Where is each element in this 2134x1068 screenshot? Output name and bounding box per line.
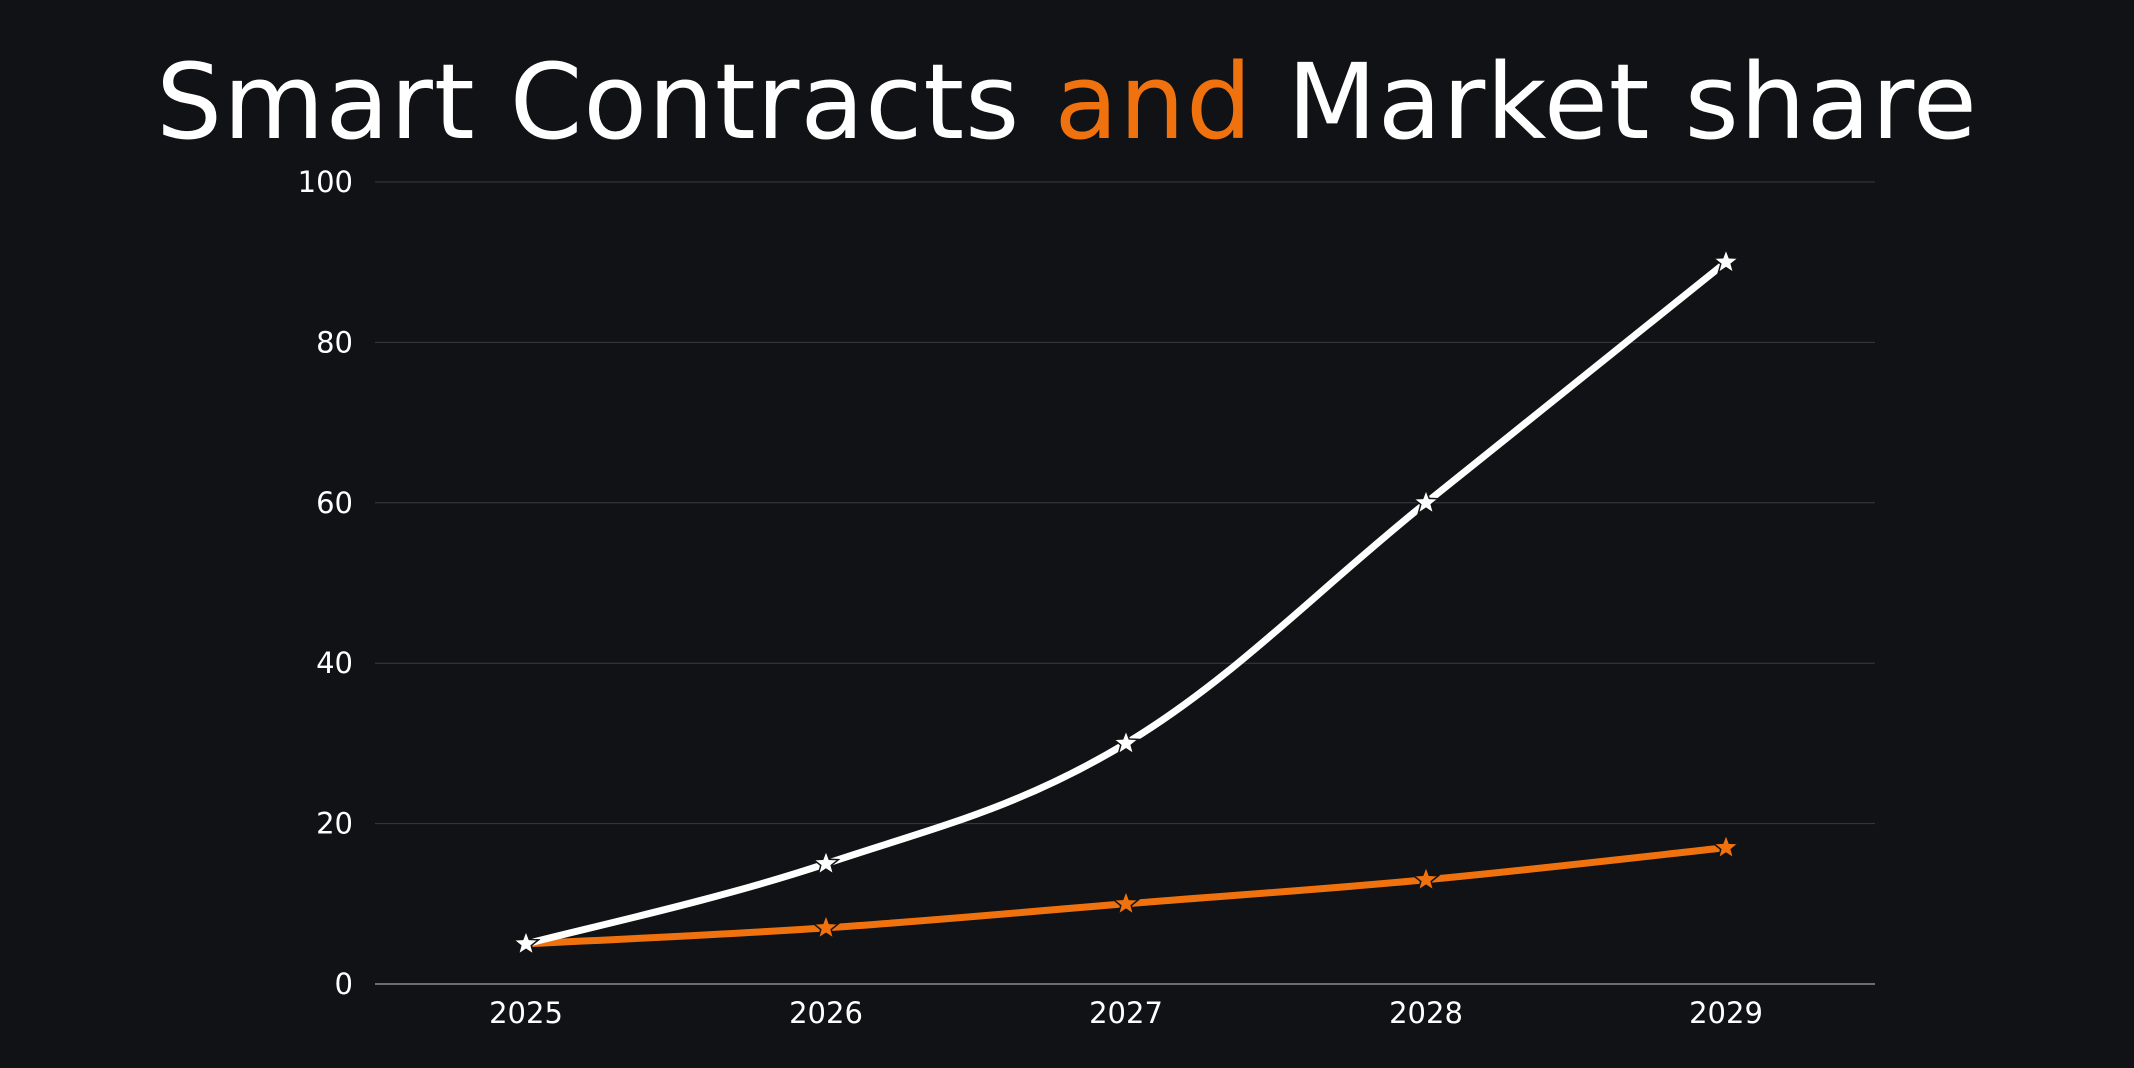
star-marker-0 [811, 848, 841, 876]
star-marker-1 [811, 912, 841, 941]
series-line-0 [522, 258, 1730, 948]
chart-title-part1: Smart Contracts [156, 41, 1055, 163]
y-tick-label: 60 [316, 486, 353, 520]
x-tick-label: 2026 [789, 996, 863, 1030]
y-tick-label: 40 [316, 646, 353, 680]
star-marker-0 [1111, 728, 1141, 756]
star-marker-1 [1411, 864, 1441, 892]
axes: 0 20 40 60 80 100 2025 2026 2027 2028 2029 [298, 165, 1763, 1030]
chart-title-accent: and [1054, 41, 1254, 163]
markers [511, 247, 1741, 957]
x-tick-label: 2027 [1089, 996, 1163, 1030]
star-marker-0 [1711, 247, 1741, 275]
chart-title: Smart Contracts and Market share [0, 42, 2134, 162]
star-marker-0 [1411, 487, 1441, 516]
series [522, 258, 1730, 948]
star-marker-0 [511, 928, 541, 957]
y-tick-label: 80 [316, 325, 353, 359]
y-tick-label: 0 [335, 967, 353, 1001]
star-marker-1 [1111, 888, 1141, 917]
y-tick-label: 100 [298, 165, 353, 199]
chart-title-part2: Market share [1253, 41, 1978, 163]
x-tick-label: 2029 [1689, 996, 1763, 1030]
x-tick-label: 2025 [489, 996, 563, 1030]
y-tick-label: 20 [316, 807, 353, 841]
star-marker-1 [1711, 832, 1741, 860]
x-tick-label: 2028 [1389, 996, 1463, 1030]
grid-lines [375, 181, 1875, 985]
